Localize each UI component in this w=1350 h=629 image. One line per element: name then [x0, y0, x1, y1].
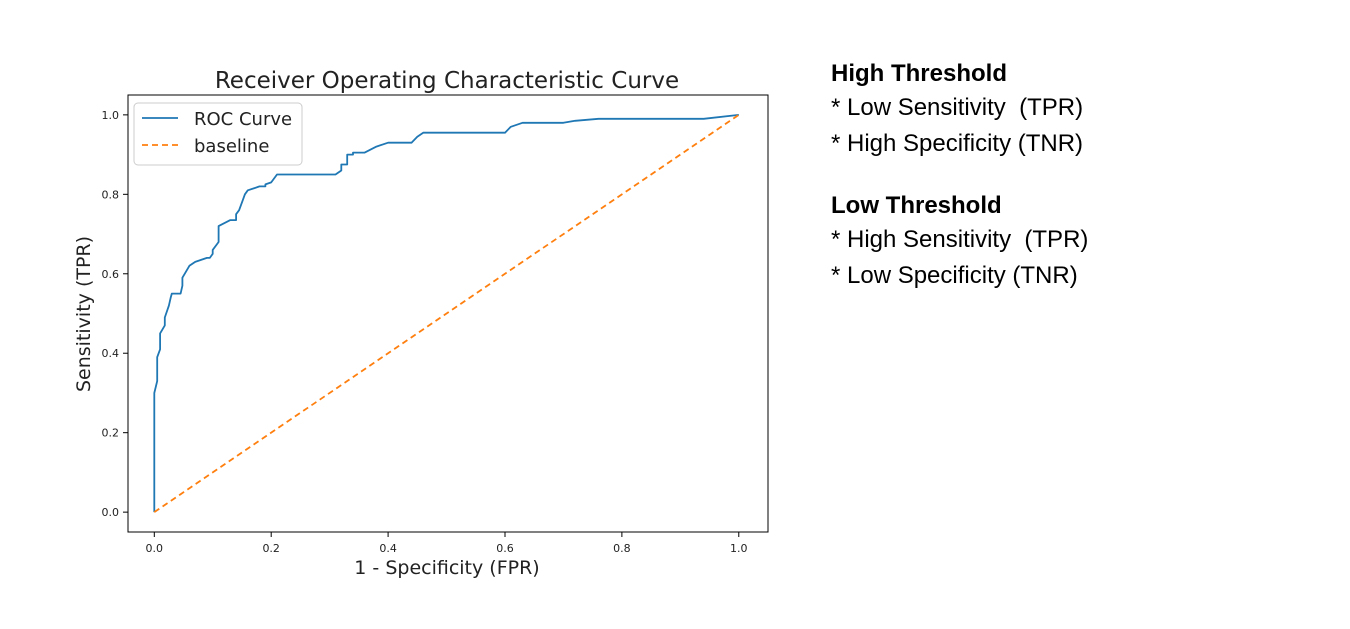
x-tick-label: 0.8 — [613, 542, 631, 555]
plot-frame — [127, 94, 769, 533]
x-axis-label: 1 - Specificity (FPR) — [354, 557, 539, 579]
high-threshold-note: High Threshold * Low Sensitivity (TPR) *… — [831, 58, 1331, 162]
baseline-line — [153, 114, 740, 513]
low-threshold-line-specificity: * Low Specificity (TNR) — [831, 262, 1078, 289]
high-threshold-line-sensitivity: * Low Sensitivity (TPR) — [831, 94, 1084, 121]
y-tick-label: 0.2 — [102, 427, 120, 440]
x-tick-label: 0.4 — [379, 542, 397, 555]
threshold-notes: High Threshold * Low Sensitivity (TPR) *… — [831, 58, 1331, 322]
y-axis-label: Sensitivity (TPR) — [73, 236, 95, 392]
low-threshold-note: Low Threshold * High Sensitivity (TPR) *… — [831, 190, 1331, 294]
y-tick-label: 0.4 — [102, 347, 120, 360]
x-tick-label: 0.0 — [146, 542, 164, 555]
high-threshold-heading: High Threshold — [831, 60, 1007, 87]
x-tick-label: 1.0 — [730, 542, 748, 555]
x-tick-label: 0.2 — [262, 542, 280, 555]
chart-title: Receiver Operating Characteristic Curve — [215, 68, 679, 94]
low-threshold-heading: Low Threshold — [831, 192, 1002, 219]
legend: ROC Curve baseline — [133, 102, 303, 166]
roc-curve-line — [153, 114, 739, 513]
x-tick-label: 0.6 — [496, 542, 514, 555]
roc-chart: Receiver Operating Characteristic Curve … — [73, 68, 769, 579]
y-tick-label: 0.8 — [102, 188, 120, 201]
plot-area: 0.0 0.2 0.4 0.6 0.8 1.0 0.0 0.2 0.4 0.6 0.8 1.0 — [102, 94, 769, 555]
y-tick-label: 0.6 — [102, 268, 120, 281]
low-threshold-line-sensitivity: * High Sensitivity (TPR) — [831, 226, 1089, 253]
legend-roc-label: ROC Curve — [194, 109, 292, 130]
high-threshold-line-specificity: * High Specificity (TNR) — [831, 130, 1084, 157]
y-tick-label: 1.0 — [102, 109, 120, 122]
legend-baseline-label: baseline — [194, 136, 269, 157]
y-tick-label: 0.0 — [102, 506, 120, 519]
